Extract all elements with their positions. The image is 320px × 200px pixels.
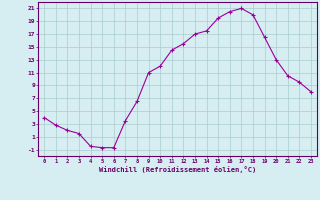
X-axis label: Windchill (Refroidissement éolien,°C): Windchill (Refroidissement éolien,°C) — [99, 166, 256, 173]
